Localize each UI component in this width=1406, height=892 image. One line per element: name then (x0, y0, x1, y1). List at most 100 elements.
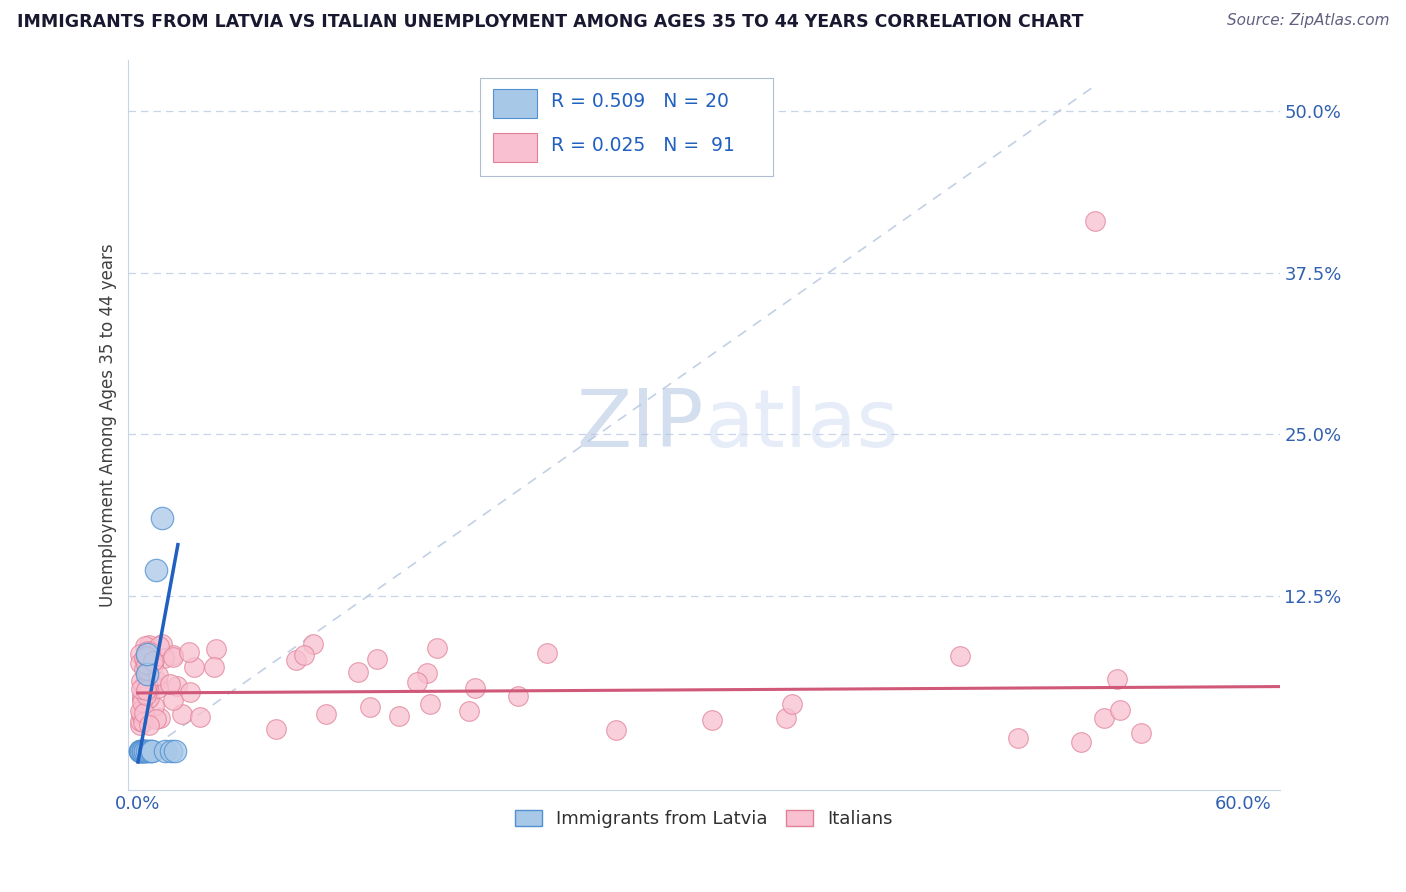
Point (204, 642, 226, 657)
Text: ZIP: ZIP (576, 385, 704, 464)
Point (1108, 703, 1130, 717)
Point (166, 679, 188, 693)
Point (1007, 731, 1029, 745)
Point (131, 744, 153, 758)
Point (134, 639, 156, 653)
Point (138, 638, 160, 652)
Point (135, 678, 157, 692)
Point (416, 666, 439, 681)
Point (162, 650, 184, 665)
Point (136, 661, 159, 675)
Point (183, 660, 205, 674)
Point (134, 744, 156, 758)
Point (366, 651, 388, 665)
Point (135, 649, 157, 664)
Point (134, 744, 156, 758)
Point (139, 744, 162, 758)
Point (426, 641, 449, 656)
Point (506, 689, 529, 703)
Point (148, 640, 170, 654)
Point (138, 691, 160, 706)
Point (132, 744, 155, 758)
Point (142, 658, 165, 673)
Point (202, 659, 225, 673)
Point (138, 717, 160, 731)
Point (128, 656, 150, 670)
Point (132, 744, 155, 758)
Point (134, 653, 156, 667)
Point (136, 680, 159, 694)
Point (129, 674, 152, 689)
Point (419, 697, 441, 711)
Point (141, 677, 163, 691)
Point (170, 706, 193, 721)
Point (949, 649, 972, 664)
Point (136, 644, 159, 658)
Point (136, 651, 159, 665)
Point (135, 692, 157, 706)
Point (264, 722, 287, 736)
Point (128, 744, 150, 758)
Point (605, 723, 627, 737)
Point (145, 674, 167, 689)
Point (135, 683, 157, 698)
Point (128, 744, 150, 758)
Point (134, 706, 156, 720)
Point (135, 657, 157, 672)
Point (536, 646, 558, 660)
Point (141, 744, 163, 758)
Point (150, 511, 173, 525)
FancyBboxPatch shape (494, 89, 537, 118)
Point (143, 698, 166, 713)
Point (135, 666, 157, 681)
Point (136, 668, 159, 682)
Point (132, 651, 155, 665)
Point (458, 705, 481, 719)
Point (131, 679, 153, 693)
Point (135, 663, 157, 677)
Point (284, 653, 307, 667)
Point (131, 695, 153, 709)
Point (162, 693, 184, 707)
Point (128, 714, 150, 728)
Point (301, 636, 323, 650)
Point (143, 653, 166, 667)
Point (159, 676, 181, 690)
Point (129, 682, 152, 697)
Point (135, 658, 157, 673)
Point (162, 648, 184, 662)
Point (1092, 711, 1115, 725)
Point (315, 706, 337, 721)
Point (1070, 735, 1092, 749)
Text: IMMIGRANTS FROM LATVIA VS ITALIAN UNEMPLOYMENT AMONG AGES 35 TO 44 YEARS CORRELA: IMMIGRANTS FROM LATVIA VS ITALIAN UNEMPL… (17, 13, 1084, 31)
Point (138, 744, 160, 758)
Point (146, 668, 169, 682)
Point (155, 744, 177, 758)
Point (141, 654, 163, 668)
FancyBboxPatch shape (494, 133, 537, 161)
Point (150, 637, 173, 651)
Point (780, 697, 803, 711)
Point (179, 685, 201, 699)
Point (135, 647, 157, 661)
Text: Source: ZipAtlas.com: Source: ZipAtlas.com (1226, 13, 1389, 29)
Point (163, 744, 186, 758)
Point (388, 709, 411, 723)
Point (464, 681, 486, 695)
Text: R = 0.025   N =  91: R = 0.025 N = 91 (551, 136, 735, 155)
Point (128, 718, 150, 732)
Point (406, 675, 429, 690)
Point (131, 744, 153, 758)
Point (135, 744, 157, 758)
Point (138, 683, 160, 698)
Text: atlas: atlas (704, 385, 898, 464)
Point (128, 647, 150, 661)
Point (1084, 214, 1107, 228)
Legend: Immigrants from Latvia, Italians: Immigrants from Latvia, Italians (508, 803, 900, 836)
Point (128, 705, 150, 719)
Point (149, 710, 172, 724)
Point (292, 648, 315, 663)
Point (129, 707, 152, 722)
Point (134, 662, 156, 676)
Point (179, 645, 201, 659)
